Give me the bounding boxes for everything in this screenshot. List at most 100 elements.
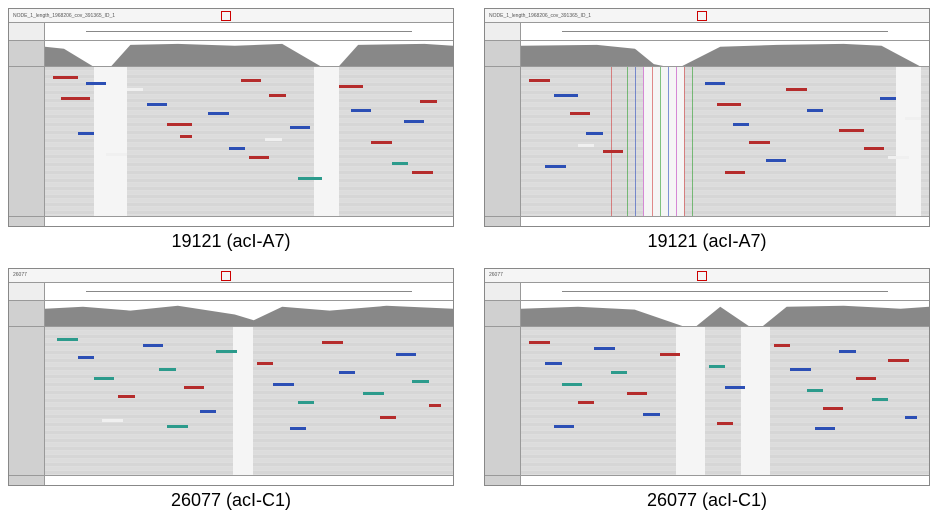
aligned-read[interactable]: [241, 79, 261, 82]
aligned-read[interactable]: [554, 94, 578, 97]
aligned-read[interactable]: [273, 383, 293, 386]
contig-header[interactable]: 26077: [485, 269, 929, 283]
aligned-read[interactable]: [725, 171, 745, 174]
alignment-track[interactable]: [485, 327, 929, 476]
aligned-read[interactable]: [429, 404, 441, 407]
aligned-read[interactable]: [717, 103, 741, 106]
aligned-read[interactable]: [717, 422, 733, 425]
aligned-read[interactable]: [888, 359, 908, 362]
aligned-read[interactable]: [363, 392, 383, 395]
aligned-read[interactable]: [265, 138, 281, 141]
aligned-read[interactable]: [749, 141, 769, 144]
aligned-read[interactable]: [766, 159, 786, 162]
aligned-read[interactable]: [392, 162, 408, 165]
aligned-read[interactable]: [586, 132, 602, 135]
refseq-track[interactable]: [485, 475, 929, 485]
aligned-read[interactable]: [529, 341, 549, 344]
aligned-read[interactable]: [147, 103, 167, 106]
aligned-read[interactable]: [823, 407, 843, 410]
aligned-read[interactable]: [86, 82, 106, 85]
aligned-read[interactable]: [229, 147, 245, 150]
coverage-track[interactable]: [9, 301, 453, 327]
aligned-read[interactable]: [78, 356, 94, 359]
aligned-read[interactable]: [53, 76, 77, 79]
aligned-read[interactable]: [290, 427, 306, 430]
aligned-read[interactable]: [603, 150, 623, 153]
aligned-read[interactable]: [905, 416, 917, 419]
aligned-read[interactable]: [839, 350, 855, 353]
aligned-read[interactable]: [380, 416, 396, 419]
aligned-read[interactable]: [167, 425, 187, 428]
aligned-read[interactable]: [905, 117, 921, 120]
contig-header[interactable]: 26077: [9, 269, 453, 283]
aligned-read[interactable]: [786, 88, 806, 91]
aligned-read[interactable]: [269, 94, 285, 97]
aligned-read[interactable]: [856, 377, 876, 380]
aligned-read[interactable]: [725, 386, 745, 389]
genome-ruler[interactable]: [9, 283, 453, 301]
aligned-read[interactable]: [412, 380, 428, 383]
coverage-track[interactable]: [9, 41, 453, 67]
igv-viewer[interactable]: 26077: [484, 268, 930, 487]
aligned-read[interactable]: [545, 362, 561, 365]
aligned-read[interactable]: [864, 147, 884, 150]
aligned-read[interactable]: [249, 156, 269, 159]
aligned-read[interactable]: [339, 85, 363, 88]
alignment-track[interactable]: [9, 327, 453, 476]
refseq-track[interactable]: [485, 216, 929, 226]
aligned-read[interactable]: [57, 338, 77, 341]
aligned-read[interactable]: [322, 341, 342, 344]
aligned-read[interactable]: [396, 353, 416, 356]
aligned-read[interactable]: [102, 419, 122, 422]
aligned-read[interactable]: [404, 120, 424, 123]
igv-viewer[interactable]: 26077: [8, 268, 454, 487]
coverage-track[interactable]: [485, 41, 929, 67]
aligned-read[interactable]: [529, 79, 549, 82]
igv-viewer[interactable]: NODE_1_length_1968206_cov_391365_ID_1: [484, 8, 930, 227]
aligned-read[interactable]: [807, 389, 823, 392]
aligned-read[interactable]: [106, 153, 126, 156]
aligned-read[interactable]: [839, 129, 863, 132]
aligned-read[interactable]: [660, 353, 680, 356]
aligned-read[interactable]: [807, 109, 823, 112]
aligned-read[interactable]: [554, 425, 574, 428]
aligned-read[interactable]: [420, 100, 436, 103]
aligned-read[interactable]: [880, 97, 896, 100]
aligned-read[interactable]: [216, 350, 236, 353]
aligned-read[interactable]: [611, 371, 627, 374]
aligned-read[interactable]: [290, 126, 310, 129]
contig-header[interactable]: NODE_1_length_1968206_cov_391365_ID_1: [485, 9, 929, 23]
genome-ruler[interactable]: [485, 283, 929, 301]
aligned-read[interactable]: [200, 410, 216, 413]
alignment-track[interactable]: [9, 67, 453, 216]
igv-viewer[interactable]: NODE_1_length_1968206_cov_391365_ID_1: [8, 8, 454, 227]
aligned-read[interactable]: [594, 347, 614, 350]
contig-header[interactable]: NODE_1_length_1968206_cov_391365_ID_1: [9, 9, 453, 23]
aligned-read[interactable]: [709, 365, 725, 368]
refseq-track[interactable]: [9, 475, 453, 485]
aligned-read[interactable]: [118, 395, 134, 398]
aligned-read[interactable]: [412, 171, 432, 174]
aligned-read[interactable]: [61, 97, 90, 100]
aligned-read[interactable]: [578, 401, 594, 404]
aligned-read[interactable]: [94, 377, 114, 380]
aligned-read[interactable]: [159, 368, 175, 371]
aligned-read[interactable]: [578, 144, 594, 147]
aligned-read[interactable]: [627, 392, 647, 395]
aligned-read[interactable]: [180, 135, 192, 138]
aligned-read[interactable]: [733, 123, 749, 126]
aligned-read[interactable]: [208, 112, 228, 115]
aligned-read[interactable]: [643, 413, 659, 416]
genome-ruler[interactable]: [9, 23, 453, 41]
aligned-read[interactable]: [78, 132, 94, 135]
aligned-read[interactable]: [570, 112, 590, 115]
aligned-read[interactable]: [127, 88, 143, 91]
aligned-read[interactable]: [351, 109, 371, 112]
aligned-read[interactable]: [888, 156, 908, 159]
genome-ruler[interactable]: [485, 23, 929, 41]
aligned-read[interactable]: [167, 123, 191, 126]
aligned-read[interactable]: [774, 344, 790, 347]
refseq-track[interactable]: [9, 216, 453, 226]
aligned-read[interactable]: [705, 82, 725, 85]
aligned-read[interactable]: [872, 398, 888, 401]
